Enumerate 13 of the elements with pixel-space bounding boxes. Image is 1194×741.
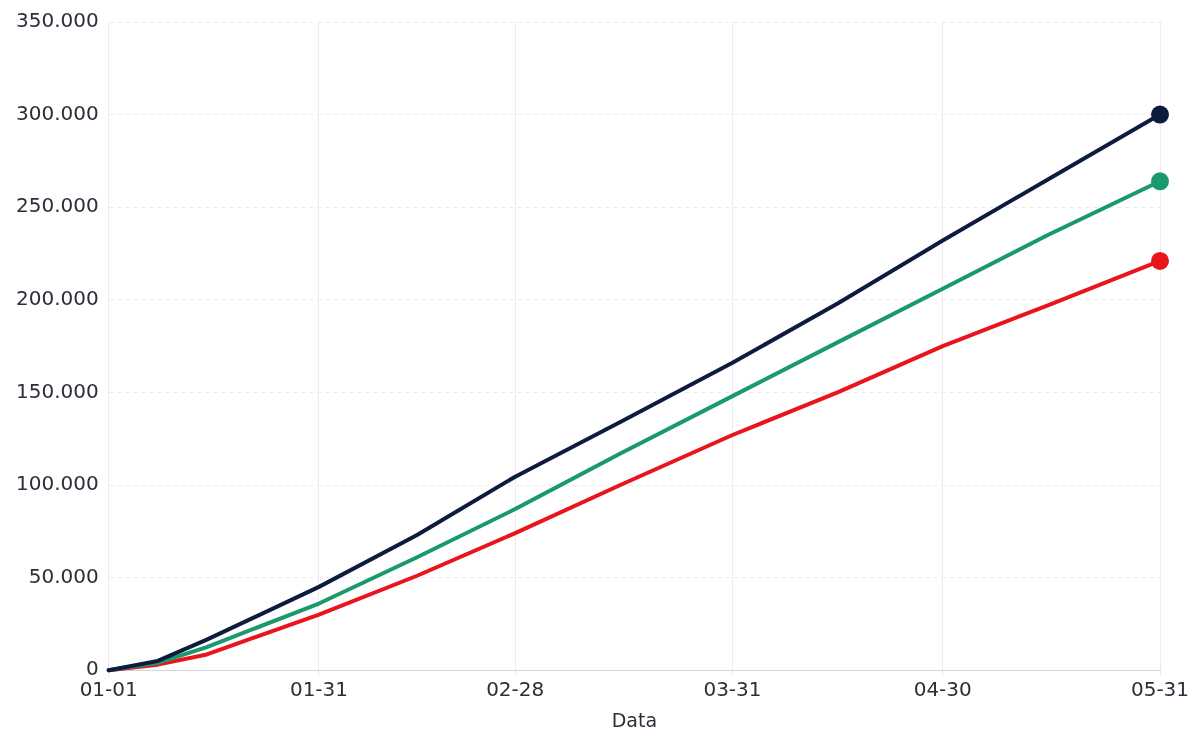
y-tick-label: 300.000	[15, 100, 99, 125]
y-tick-label: 350.000	[15, 8, 99, 33]
y-tick-label: 200.000	[15, 286, 99, 310]
x-axis-title: Data	[611, 708, 658, 731]
y-tick-label: 250.000	[15, 193, 99, 218]
x-tick-label: 02-28	[486, 677, 545, 702]
x-tick-label: 05-31	[1130, 677, 1190, 702]
x-tick-label: 03-31	[703, 677, 762, 702]
y-tick-label: 50.000	[28, 563, 99, 588]
y-tick-label: 100.000	[15, 471, 99, 496]
x-tick-label: 04-30	[913, 677, 972, 702]
y-tick-label: 150.000	[15, 378, 99, 403]
x-tick-label: 01-31	[289, 677, 349, 702]
